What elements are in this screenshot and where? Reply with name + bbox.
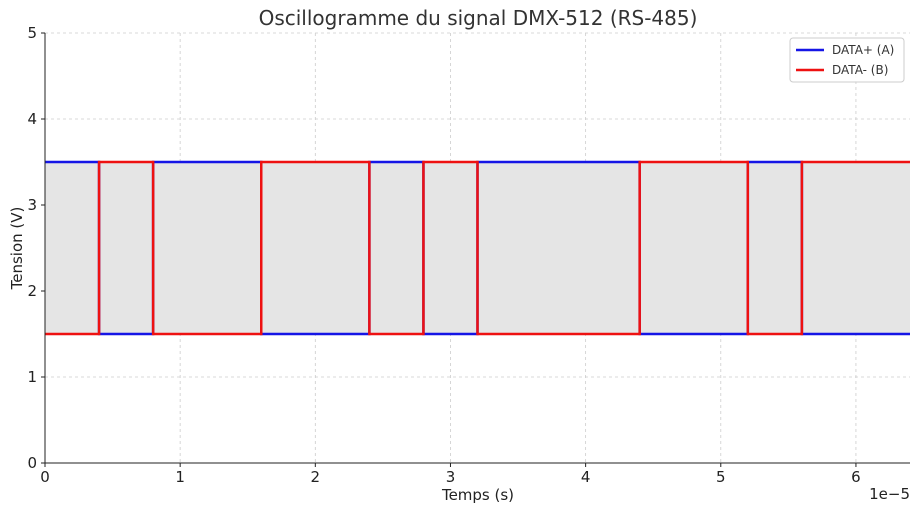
x-tick-label: 4 [581,468,591,486]
x-tick-label: 3 [446,468,456,486]
x-tick-label: 5 [716,468,726,486]
x-tick-label: 1 [175,468,185,486]
series-group [45,160,910,336]
x-tick-label: 6 [851,468,861,486]
y-tick-label: 3 [27,196,37,214]
y-axis-label: Tension (V) [8,207,26,291]
series-line-2 [45,160,910,336]
x-ticks: 0 1 2 3 4 5 6 [40,463,861,486]
x-tick-label: 0 [40,468,50,486]
y-tick-label: 5 [27,24,37,42]
y-tick-label: 1 [27,368,37,386]
y-tick-label: 2 [27,282,37,300]
y-tick-label: 0 [27,454,37,472]
x-offset-text: 1e−5 [869,485,910,503]
x-tick-label: 2 [311,468,321,486]
chart-title: Oscillogramme du signal DMX-512 (RS-485) [259,6,698,30]
y-tick-label: 4 [27,110,37,128]
y-ticks: 0 1 2 3 4 5 [27,24,45,472]
x-axis-label: Temps (s) [441,486,514,504]
legend-label: DATA- (B) [832,63,888,77]
legend-label: DATA+ (A) [832,43,894,57]
axes-frame [44,33,910,464]
legend: DATA+ (A) DATA- (B) [789,37,905,83]
